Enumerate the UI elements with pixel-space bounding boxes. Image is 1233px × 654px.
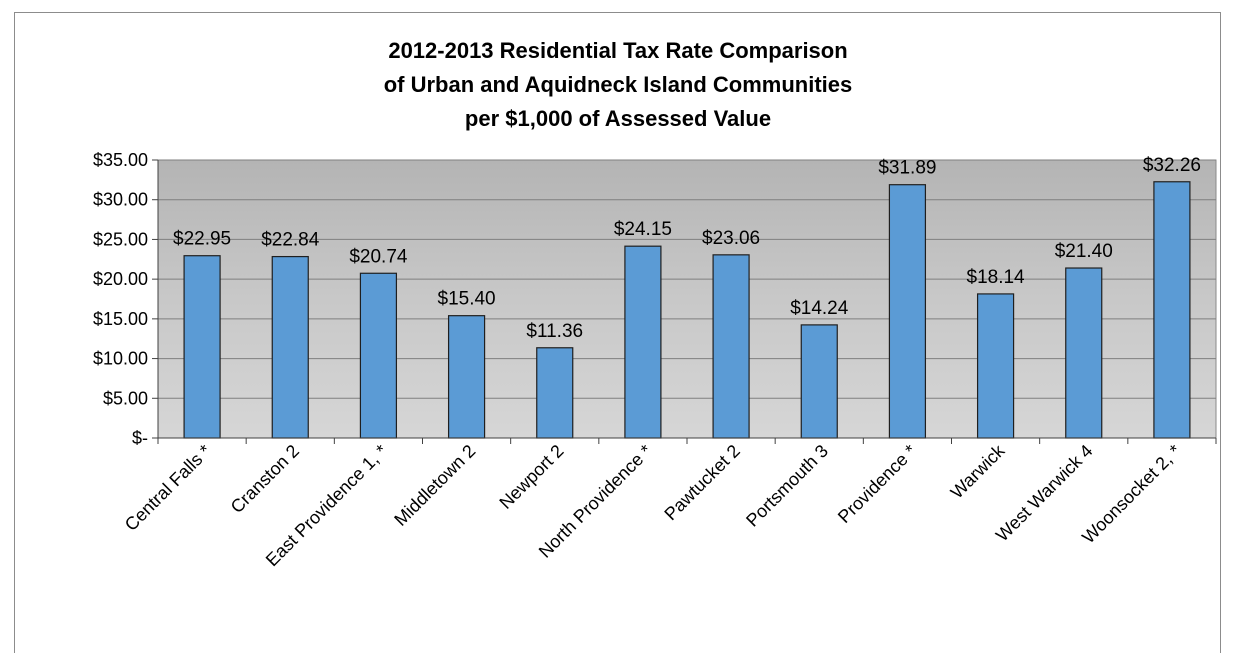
x-tick-label: Central Falls * — [121, 441, 215, 535]
chart-title: 2012-2013 Residential Tax Rate Compariso… — [384, 38, 853, 131]
y-tick-label: $15.00 — [93, 309, 148, 329]
bars — [183, 181, 1191, 439]
x-tick-label: Middletown 2 — [390, 441, 479, 530]
x-tick-label: Portsmouth 3 — [742, 441, 832, 531]
x-tick-label: Warwick — [947, 440, 1009, 502]
bar — [359, 272, 398, 439]
data-labels: $22.95 $22.84 $20.74 $15.40 $11.36 $24.15 $23.… — [173, 155, 1201, 342]
bar — [624, 245, 662, 439]
y-tick-label: $25.00 — [93, 229, 148, 249]
y-axis: $- $5.00 $10.00 $15.00 $20.00 $25.00 $30.00 $35… — [93, 150, 159, 448]
chart-title-line-1: 2012-2013 Residential Tax Rate Compariso… — [388, 38, 847, 63]
bar — [888, 184, 927, 439]
bar-chart: 2012-2013 Residential Tax Rate Compariso… — [93, 38, 1217, 570]
x-tick-label: Newport 2 — [495, 441, 567, 513]
chart-frame: 2012-2013 Residential Tax Rate Compariso… — [14, 12, 1221, 653]
x-tick-label: Providence * — [834, 441, 920, 527]
data-label: $22.84 — [261, 230, 320, 251]
bar — [800, 324, 838, 439]
data-label: $15.40 — [438, 289, 496, 310]
bar — [1065, 267, 1103, 439]
y-tick-label: $- — [132, 428, 148, 448]
chart-title-line-3: per $1,000 of Assessed Value — [465, 106, 771, 131]
bar — [712, 254, 750, 439]
bar — [536, 347, 574, 439]
bar — [271, 255, 309, 439]
bar — [1153, 181, 1191, 439]
plot-area — [157, 159, 1217, 439]
bar — [447, 315, 486, 439]
data-label: $20.74 — [349, 246, 408, 267]
bar — [183, 255, 221, 439]
data-label: $21.40 — [1055, 241, 1113, 262]
data-label: $23.06 — [702, 228, 760, 249]
data-label: $24.15 — [614, 219, 672, 240]
y-tick-label: $5.00 — [103, 388, 148, 408]
y-tick-label: $20.00 — [93, 269, 148, 289]
y-tick-label: $30.00 — [93, 190, 148, 210]
chart-title-line-2: of Urban and Aquidneck Island Communitie… — [384, 72, 853, 97]
x-tick-label: Pawtucket 2 — [660, 441, 743, 524]
x-tick-label: Cranston 2 — [227, 441, 303, 517]
data-label: $18.14 — [967, 267, 1026, 288]
data-label: $14.24 — [790, 298, 849, 319]
data-label: $31.89 — [878, 158, 936, 179]
y-tick-label: $35.00 — [93, 150, 148, 170]
bar — [976, 293, 1015, 439]
data-label: $22.95 — [173, 229, 231, 250]
data-label: $11.36 — [526, 321, 583, 342]
y-tick-label: $10.00 — [93, 349, 148, 369]
gridlines — [158, 159, 1216, 399]
data-label: $32.26 — [1143, 155, 1201, 176]
